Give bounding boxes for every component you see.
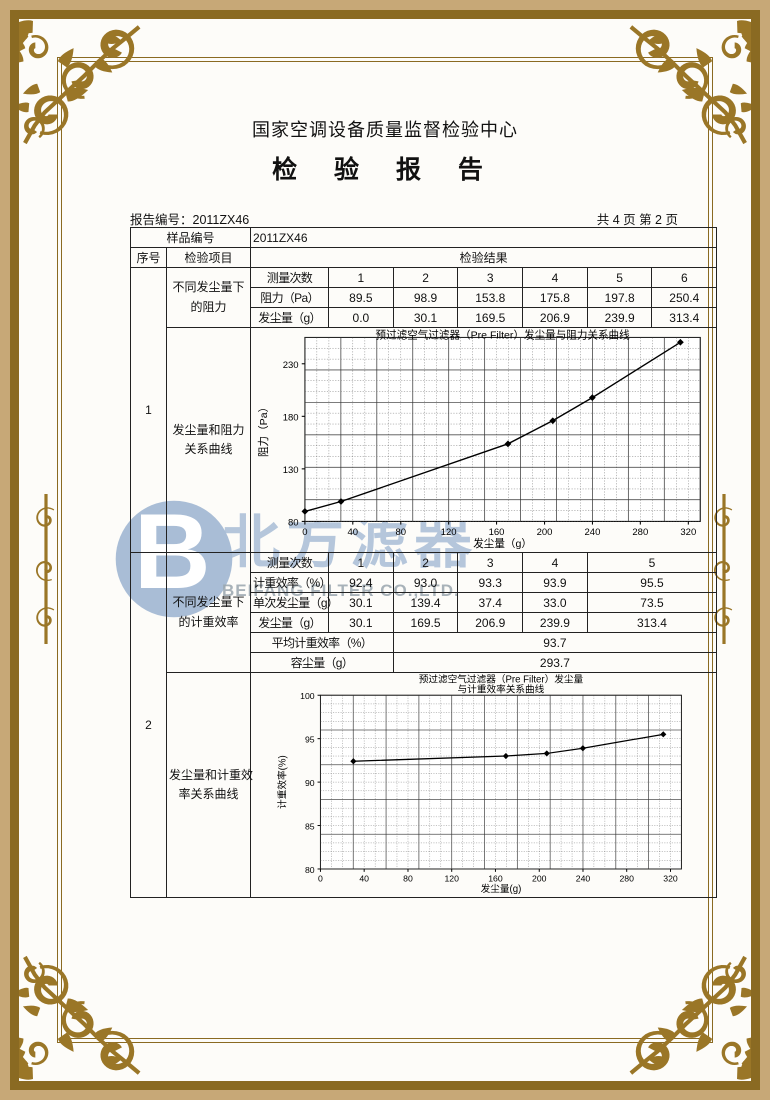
svg-text:40: 40 <box>348 527 359 538</box>
svg-text:280: 280 <box>632 527 648 538</box>
svg-text:160: 160 <box>489 527 505 538</box>
svg-text:200: 200 <box>537 527 553 538</box>
svg-text:130: 130 <box>283 465 299 476</box>
svg-text:230: 230 <box>283 360 299 371</box>
svg-text:280: 280 <box>619 874 634 884</box>
svg-text:120: 120 <box>441 527 457 538</box>
svg-text:100: 100 <box>300 691 315 701</box>
svg-text:320: 320 <box>663 874 678 884</box>
svg-text:85: 85 <box>305 821 315 831</box>
svg-text:0: 0 <box>302 527 307 538</box>
svg-text:发尘量(g): 发尘量(g) <box>481 883 522 895</box>
svg-text:95: 95 <box>305 735 315 745</box>
svg-text:发尘量（g）: 发尘量（g） <box>473 537 532 550</box>
svg-text:计重效率(%): 计重效率(%) <box>277 755 289 809</box>
svg-text:0: 0 <box>318 874 323 884</box>
svg-text:120: 120 <box>444 874 459 884</box>
svg-text:240: 240 <box>585 527 601 538</box>
svg-text:80: 80 <box>305 865 315 875</box>
svg-text:160: 160 <box>488 874 503 884</box>
svg-text:200: 200 <box>532 874 547 884</box>
svg-text:80: 80 <box>403 874 413 884</box>
svg-text:80: 80 <box>288 518 299 529</box>
svg-text:180: 180 <box>283 413 299 424</box>
svg-text:90: 90 <box>305 778 315 788</box>
svg-text:320: 320 <box>680 527 696 538</box>
svg-text:预过滤空气过滤器（Pre Filter）发尘量与阻力关系曲线: 预过滤空气过滤器（Pre Filter）发尘量与阻力关系曲线 <box>376 329 631 342</box>
svg-text:与计重效率关系曲线: 与计重效率关系曲线 <box>458 683 545 695</box>
svg-text:80: 80 <box>396 527 407 538</box>
svg-text:40: 40 <box>359 874 369 884</box>
svg-text:阻力（Pa）: 阻力（Pa） <box>257 402 270 457</box>
svg-text:240: 240 <box>576 874 591 884</box>
